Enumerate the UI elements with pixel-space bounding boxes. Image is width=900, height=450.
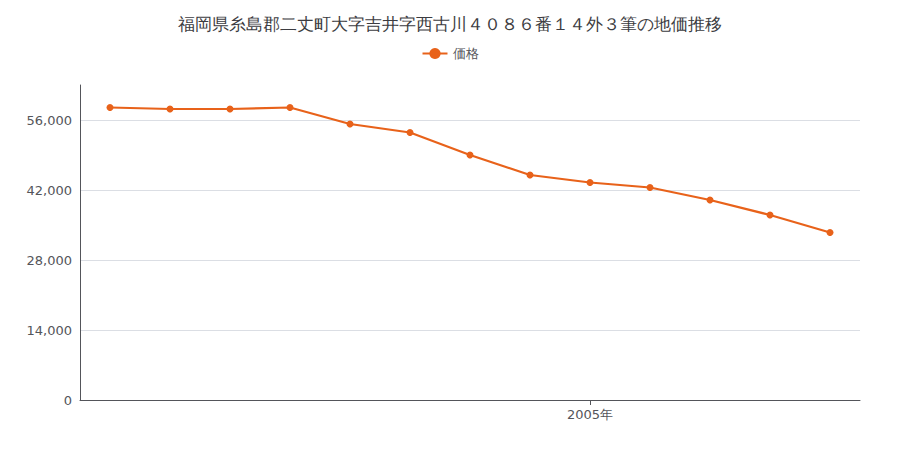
svg-text:42,000: 42,000	[27, 183, 73, 198]
svg-text:0: 0	[64, 393, 72, 408]
svg-text:28,000: 28,000	[27, 253, 73, 268]
svg-text:価格: 価格	[453, 46, 479, 61]
svg-text:56,000: 56,000	[27, 113, 73, 128]
svg-text:福岡県糸島郡二丈町大字吉井字西古川４０８６番１４外３筆の地価: 福岡県糸島郡二丈町大字吉井字西古川４０８６番１４外３筆の地価推移	[178, 14, 722, 34]
svg-text:2005年: 2005年	[567, 407, 613, 422]
svg-text:14,000: 14,000	[27, 323, 73, 338]
